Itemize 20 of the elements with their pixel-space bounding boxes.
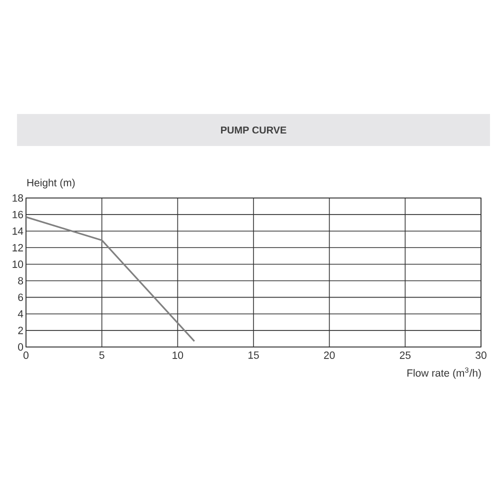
y-tick-label: 10 [12,260,24,268]
y-tick-label: 0 [18,343,24,351]
y-tick-label: 6 [18,294,24,302]
x-tick-label: 25 [400,352,411,359]
chart-title: PUMP CURVE [221,126,286,134]
y-tick-label: 8 [18,277,24,284]
y-tick-label: 12 [12,244,23,252]
y-tick-label: 18 [12,194,24,202]
y-axis-title: Height (m) [27,178,75,188]
y-tick-label: 14 [12,228,24,235]
y-tick-label: 2 [18,326,23,334]
x-tick-label: 5 [99,352,104,359]
x-tick-label: 15 [248,352,259,359]
x-tick-label: 0 [24,352,28,359]
y-tick-label: 16 [12,210,24,218]
y-tick-label: 4 [18,310,24,318]
x-tick-label: 30 [476,352,486,359]
x-tick-label: 20 [324,352,335,359]
x-axis-title: Flow rate (m$^{3}$/h) [407,368,481,379]
x-tick-label: 10 [172,352,184,359]
